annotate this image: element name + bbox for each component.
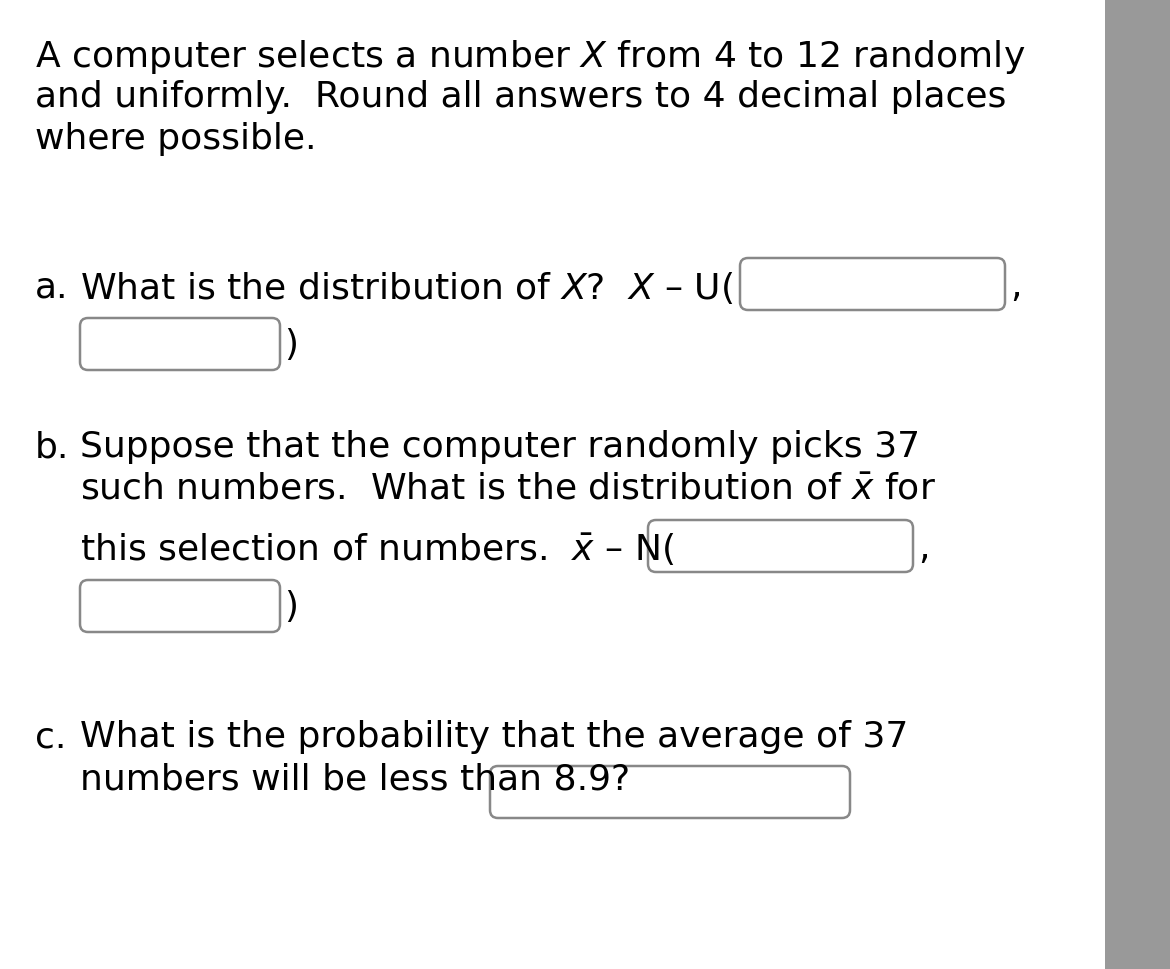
Text: What is the probability that the average of 37: What is the probability that the average… (80, 720, 908, 754)
FancyBboxPatch shape (739, 258, 1005, 310)
FancyBboxPatch shape (490, 766, 849, 818)
FancyBboxPatch shape (648, 520, 913, 572)
Text: ,: , (1010, 270, 1021, 304)
Text: A computer selects a number $X$ from 4 to 12 randomly: A computer selects a number $X$ from 4 t… (35, 38, 1025, 76)
Text: c.: c. (35, 720, 67, 754)
Text: b.: b. (35, 430, 69, 464)
Text: ,: , (918, 532, 929, 566)
Text: numbers will be less than 8.9?: numbers will be less than 8.9? (80, 762, 631, 796)
Text: Suppose that the computer randomly picks 37: Suppose that the computer randomly picks… (80, 430, 920, 464)
Text: What is the distribution of $X$?  $X$ – U(: What is the distribution of $X$? $X$ – U… (80, 270, 734, 306)
Text: such numbers.  What is the distribution of $\bar{x}$ for: such numbers. What is the distribution o… (80, 472, 936, 506)
Bar (1104, 0, 1170, 969)
Text: ): ) (284, 328, 298, 362)
Text: and uniformly.  Round all answers to 4 decimal places: and uniformly. Round all answers to 4 de… (35, 80, 1006, 114)
FancyBboxPatch shape (80, 318, 280, 370)
Text: a.: a. (35, 270, 69, 304)
Text: ): ) (284, 590, 298, 624)
Text: where possible.: where possible. (35, 122, 317, 156)
FancyBboxPatch shape (80, 580, 280, 632)
Text: this selection of numbers.  $\bar{x}$ – N(: this selection of numbers. $\bar{x}$ – N… (80, 532, 674, 568)
